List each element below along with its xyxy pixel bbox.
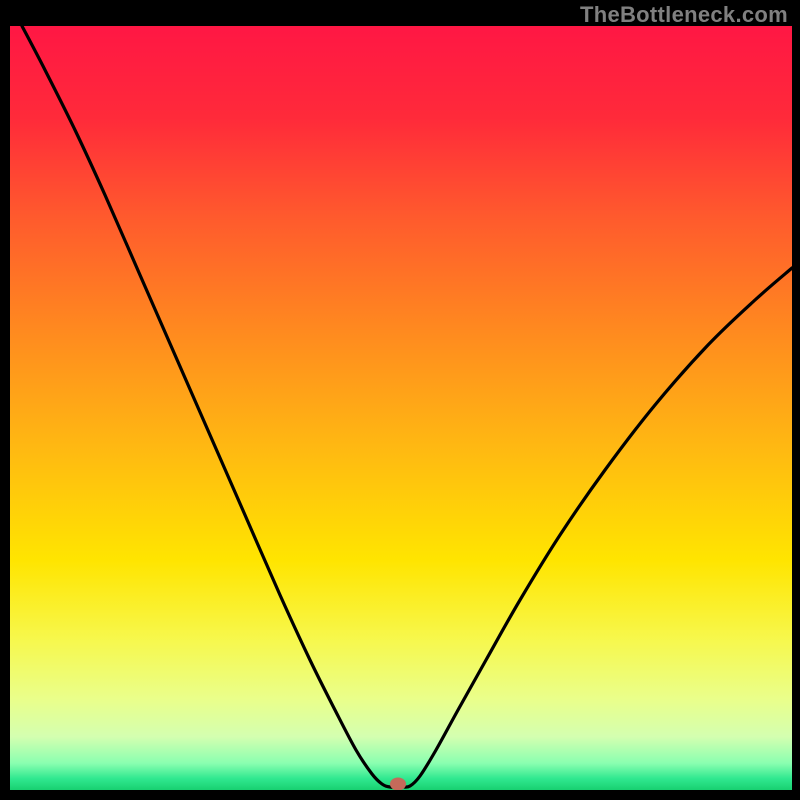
valley-marker: [390, 778, 406, 791]
plot-area: [10, 26, 792, 791]
watermark-text: TheBottleneck.com: [580, 2, 788, 28]
gradient-background: [10, 26, 792, 790]
bottleneck-chart: [0, 0, 800, 800]
